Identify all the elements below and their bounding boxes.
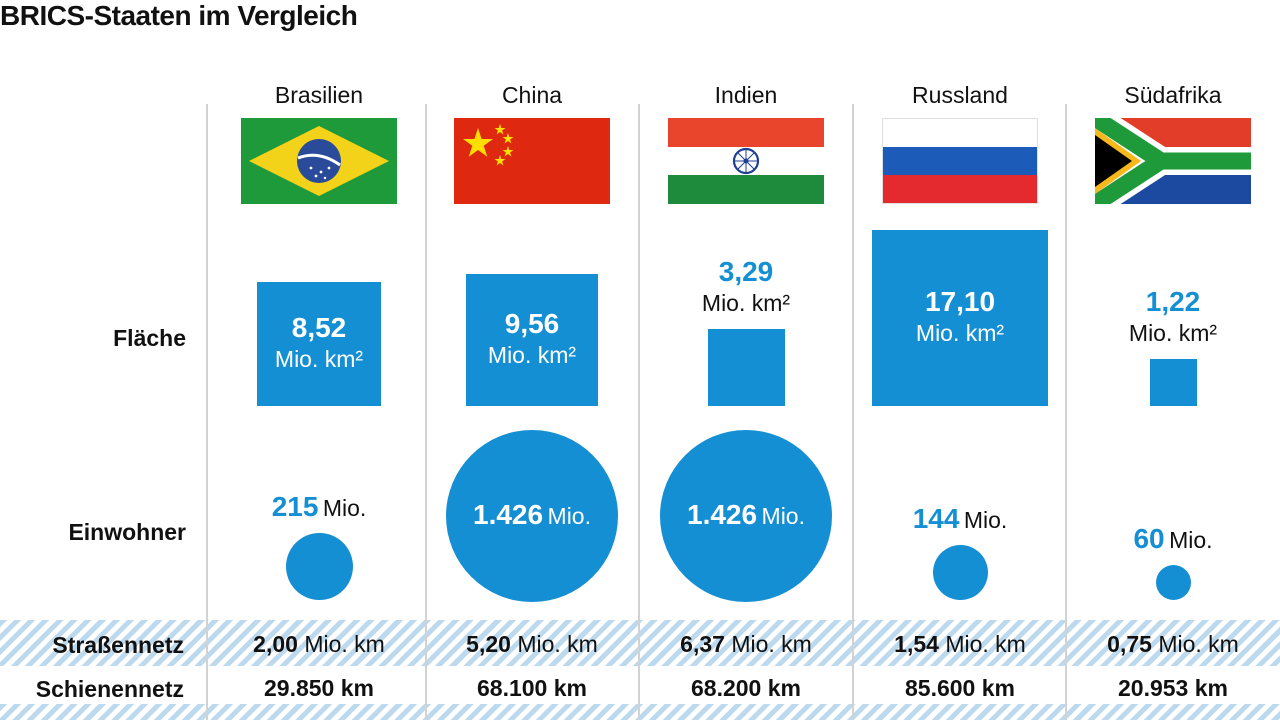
road-network-brazil: 2,00 Mio. km [224, 633, 414, 656]
road-unit: Mio. km [517, 631, 598, 657]
population-unit: Mio. [322, 495, 367, 521]
area-square-russia [872, 230, 1048, 406]
rail-unit: km [981, 675, 1015, 701]
area-square-china [466, 274, 598, 406]
population-label-india: 1.426 Mio. [640, 499, 852, 531]
area-square-south-africa [1149, 359, 1197, 406]
row-label-population: Einwohner [68, 519, 186, 545]
area-label-india: 3,29 Mio. km² [640, 254, 852, 318]
area-value: 1,22 [1145, 286, 1201, 317]
road-network-south-africa: 0,75 Mio. km [1078, 633, 1268, 656]
brazil-flag [241, 118, 397, 204]
population-circle-india [660, 430, 832, 602]
area-label-south-africa: 1,22 Mio. km² [1067, 284, 1279, 348]
population-value: 215 [271, 491, 319, 522]
population-circle-russia [932, 545, 988, 600]
rail-value: 85.600 [905, 675, 976, 701]
population-value: 144 [912, 503, 960, 534]
area-unit: Mio. km² [487, 342, 577, 368]
column-separator [638, 104, 640, 720]
area-unit: Mio. km² [915, 320, 1005, 346]
rail-unit: km [767, 675, 801, 701]
column-separator [206, 104, 208, 720]
population-circle-south-africa [1155, 565, 1191, 600]
china-flag [454, 118, 610, 204]
rail-unit: km [1194, 675, 1228, 701]
row-label-rail: Schienennetz [35, 676, 184, 702]
area-unit: Mio. km² [1128, 320, 1218, 346]
area-label-china: 9,56 Mio. km² [426, 306, 638, 370]
rail-network-south-africa: 20.953 km [1078, 677, 1268, 700]
column-separator [425, 104, 427, 720]
rail-network-brazil: 29.850 km [224, 677, 414, 700]
road-value: 2,00 [253, 631, 298, 657]
population-value: 1.426 [687, 499, 758, 530]
road-unit: Mio. km [945, 631, 1026, 657]
population-label-china: 1.426 Mio. [426, 499, 638, 531]
population-circle-china [446, 430, 618, 602]
area-value: 3,29 [718, 256, 774, 287]
population-unit: Mio. [761, 503, 805, 529]
country-name-south-africa: Südafrika [1124, 82, 1222, 108]
rail-network-china: 68.100 km [437, 677, 627, 700]
area-value: 8,52 [291, 312, 347, 343]
road-value: 0,75 [1107, 631, 1152, 657]
area-label-brazil: 8,52 Mio. km² [213, 310, 425, 374]
population-value: 60 [1133, 523, 1165, 554]
country-name-india: Indien [714, 82, 778, 108]
india-flag [668, 118, 824, 204]
area-label-russia: 17,10 Mio. km² [854, 284, 1066, 348]
rail-value: 29.850 [264, 675, 335, 701]
row-label-road: Straßennetz [52, 632, 184, 658]
rail-unit: km [553, 675, 587, 701]
area-value: 9,56 [504, 308, 560, 339]
population-circle-brazil [285, 533, 353, 600]
rail-value: 68.100 [477, 675, 548, 701]
road-value: 6,37 [680, 631, 725, 657]
road-unit: Mio. km [1158, 631, 1239, 657]
column-separator [852, 104, 854, 720]
rail-network-india: 68.200 km [651, 677, 841, 700]
rail-row-background [0, 704, 1280, 720]
road-network-russia: 1,54 Mio. km [865, 633, 1055, 656]
population-unit: Mio. [1169, 527, 1213, 553]
road-unit: Mio. km [731, 631, 812, 657]
area-square-india [707, 329, 785, 406]
column-separator [1065, 104, 1067, 720]
population-label-brazil: 215 Mio. [213, 491, 425, 523]
area-value: 17,10 [924, 286, 996, 317]
road-value: 5,20 [466, 631, 511, 657]
russia-flag [882, 118, 1038, 204]
chart-title: BRICS-Staaten im Vergleich [0, 0, 358, 31]
south-africa-flag [1095, 118, 1251, 204]
population-label-russia: 144 Mio. [854, 503, 1066, 535]
area-square-brazil [257, 282, 381, 406]
rail-value: 20.953 [1118, 675, 1189, 701]
road-unit: Mio. km [304, 631, 385, 657]
area-unit: Mio. km² [274, 346, 364, 372]
rail-value: 68.200 [691, 675, 762, 701]
row-label-area: Fläche [113, 325, 186, 351]
country-name-russia: Russland [912, 82, 1008, 108]
road-network-china: 5,20 Mio. km [437, 633, 627, 656]
area-unit: Mio. km² [701, 290, 791, 316]
population-value: 1.426 [473, 499, 544, 530]
rail-unit: km [340, 675, 374, 701]
country-name-brazil: Brasilien [274, 82, 364, 108]
population-unit: Mio. [547, 503, 591, 529]
rail-network-russia: 85.600 km [865, 677, 1055, 700]
population-unit: Mio. [963, 507, 1008, 533]
country-name-china: China [501, 82, 563, 108]
road-value: 1,54 [894, 631, 939, 657]
population-label-south-africa: 60 Mio. [1067, 523, 1279, 555]
road-network-india: 6,37 Mio. km [651, 633, 841, 656]
